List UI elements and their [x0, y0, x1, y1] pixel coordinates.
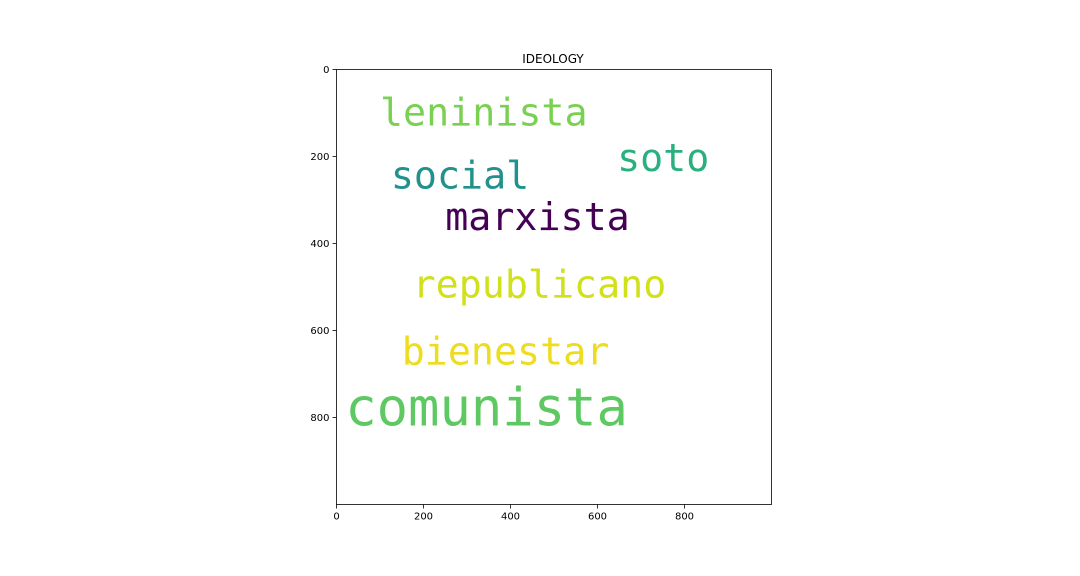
word-leninista: leninista	[380, 90, 588, 135]
word-republicano: republicano	[413, 262, 667, 307]
x-tick-label: 600	[588, 512, 607, 523]
y-tick-label: 200	[310, 152, 329, 163]
y-tick-label: 800	[310, 413, 329, 424]
word-comunista: comunista	[345, 379, 628, 439]
x-tick-label: 800	[675, 512, 694, 523]
x-axis: 0 200 400 600 800	[333, 504, 694, 523]
y-tick-label: 0	[323, 65, 329, 76]
word-social: social	[391, 154, 529, 199]
y-tick-label: 400	[310, 239, 329, 250]
x-tick-label: 200	[414, 512, 433, 523]
y-axis: 0 200 400 600 800	[310, 65, 337, 424]
x-tick-label: 0	[333, 512, 339, 523]
word-marxista: marxista	[445, 195, 629, 240]
y-tick-label: 600	[310, 326, 329, 337]
word-soto: soto	[617, 136, 709, 181]
x-tick-label: 400	[501, 512, 520, 523]
word-bienestar: bienestar	[402, 330, 610, 375]
plot-frame	[336, 69, 772, 505]
chart-title: IDEOLOGY	[522, 52, 584, 66]
